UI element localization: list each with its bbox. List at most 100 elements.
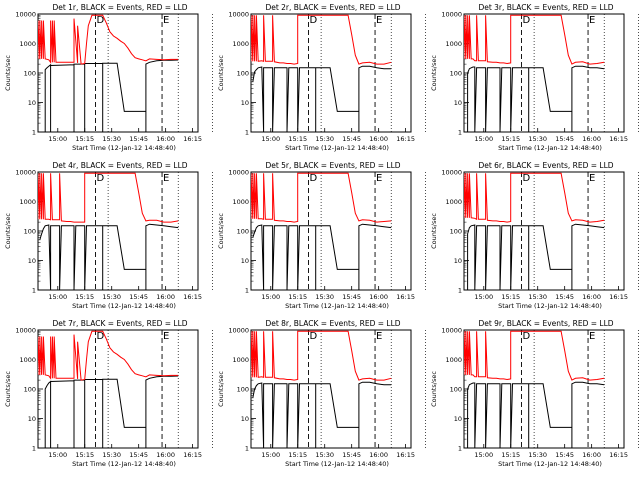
y-tick-label: 10	[454, 415, 462, 423]
x-tick-label: 16:15	[183, 293, 202, 301]
marker-label: D	[523, 331, 531, 342]
detector-panel: Det 9r, BLACK = Events, RED = LLD 1 10 100 1…	[430, 319, 639, 468]
y-tick-label: 10000	[441, 327, 462, 335]
x-tick-label: 16:00	[369, 451, 388, 459]
marker-label: E	[589, 173, 595, 184]
marker-label: D	[523, 15, 531, 26]
detector-panel: Det 5r, BLACK = Events, RED = LLD 1 10 100 1…	[217, 161, 426, 310]
lld-series-line	[251, 14, 392, 65]
x-tick-label: 15:15	[288, 451, 307, 459]
y-tick-label: 1	[32, 129, 36, 137]
marker-label: D	[310, 173, 318, 184]
x-axis-label: Start Time (12-Jan-12 14:48:40)	[72, 144, 176, 152]
x-tick-label: 16:00	[156, 293, 175, 301]
x-axis-label: Start Time (12-Jan-12 14:48:40)	[285, 460, 389, 468]
x-tick-label: 15:30	[528, 135, 547, 143]
panel-title: Det 5r, BLACK = Events, RED = LLD	[265, 161, 400, 170]
y-axis-label: Counts/sec	[4, 371, 12, 407]
y-tick-label: 1	[458, 129, 462, 137]
x-tick-label: 15:00	[474, 293, 493, 301]
y-tick-label: 10000	[228, 169, 249, 177]
panel-title: Det 4r, BLACK = Events, RED = LLD	[52, 161, 187, 170]
x-tick-label: 15:00	[261, 135, 280, 143]
marker-label: E	[376, 331, 382, 342]
marker-label: E	[376, 173, 382, 184]
x-tick-label: 15:15	[75, 451, 94, 459]
marker-label: E	[589, 15, 595, 26]
marker-label: E	[163, 331, 169, 342]
y-axis-label: Counts/sec	[430, 213, 438, 249]
events-series-line	[39, 223, 179, 290]
y-tick-label: 1000	[232, 356, 249, 364]
events-series-line	[252, 223, 392, 290]
x-tick-label: 15:00	[474, 135, 493, 143]
y-tick-label: 100	[237, 386, 249, 394]
events-series-line	[252, 381, 392, 448]
x-tick-label: 16:00	[369, 293, 388, 301]
x-axis-label: Start Time (12-Jan-12 14:48:40)	[498, 302, 602, 310]
y-tick-label: 1000	[19, 356, 36, 364]
y-axis-label: Counts/sec	[217, 55, 225, 91]
y-axis-label: Counts/sec	[430, 55, 438, 91]
y-tick-label: 100	[450, 386, 462, 394]
y-tick-label: 10	[28, 257, 36, 265]
panel-title: Det 1r, BLACK = Events, RED = LLD	[52, 3, 187, 12]
x-axis-label: Start Time (12-Jan-12 14:48:40)	[72, 302, 176, 310]
panel-title: Det 2r, BLACK = Events, RED = LLD	[265, 3, 400, 12]
x-tick-label: 16:15	[609, 451, 628, 459]
y-tick-label: 100	[237, 228, 249, 236]
x-tick-label: 16:00	[156, 135, 175, 143]
y-tick-label: 10	[454, 99, 462, 107]
lld-series-line	[464, 330, 605, 381]
x-tick-label: 15:15	[501, 135, 520, 143]
events-series-line	[467, 65, 605, 132]
x-tick-label: 15:15	[501, 451, 520, 459]
y-tick-label: 10000	[15, 327, 36, 335]
x-tick-label: 15:30	[315, 135, 334, 143]
y-tick-label: 1	[32, 287, 36, 295]
y-tick-label: 1000	[19, 198, 36, 206]
y-tick-label: 10000	[441, 169, 462, 177]
y-tick-label: 1000	[19, 40, 36, 48]
events-series-line	[44, 59, 179, 132]
y-tick-label: 1	[458, 445, 462, 453]
plot-frame	[37, 329, 199, 449]
x-tick-label: 16:15	[183, 451, 202, 459]
y-tick-label: 1	[458, 287, 462, 295]
x-axis-label: Start Time (12-Jan-12 14:48:40)	[498, 460, 602, 468]
x-tick-label: 15:45	[342, 135, 361, 143]
y-tick-label: 10	[454, 257, 462, 265]
y-tick-label: 100	[24, 70, 36, 78]
y-axis-label: Counts/sec	[217, 213, 225, 249]
marker-label: E	[163, 15, 169, 26]
y-tick-label: 10000	[228, 11, 249, 19]
x-tick-label: 15:30	[315, 451, 334, 459]
x-tick-label: 16:15	[396, 135, 415, 143]
x-axis-label: Start Time (12-Jan-12 14:48:40)	[285, 302, 389, 310]
x-tick-label: 16:15	[396, 293, 415, 301]
marker-label: D	[97, 331, 105, 342]
y-tick-label: 100	[450, 228, 462, 236]
x-tick-label: 15:00	[261, 293, 280, 301]
detector-panel: Det 2r, BLACK = Events, RED = LLD 1 10 100 1…	[217, 3, 426, 152]
x-tick-label: 15:00	[261, 451, 280, 459]
panel-title: Det 6r, BLACK = Events, RED = LLD	[478, 161, 613, 170]
events-series-line	[467, 223, 605, 290]
y-tick-label: 10	[28, 99, 36, 107]
detector-panel: Det 1r, BLACK = Events, RED = LLD 1 10 100 1…	[4, 3, 213, 152]
panel-title: Det 3r, BLACK = Events, RED = LLD	[478, 3, 613, 12]
marker-label: D	[523, 173, 531, 184]
panel-title: Det 8r, BLACK = Events, RED = LLD	[265, 319, 400, 328]
lld-series-line	[38, 14, 179, 65]
y-tick-label: 1000	[445, 40, 462, 48]
marker-label: D	[310, 331, 318, 342]
events-series-line	[252, 65, 392, 132]
x-tick-label: 16:00	[369, 135, 388, 143]
y-tick-label: 100	[24, 386, 36, 394]
y-axis-label: Counts/sec	[217, 371, 225, 407]
marker-label: D	[310, 15, 318, 26]
x-tick-label: 15:30	[102, 135, 121, 143]
x-tick-label: 16:15	[396, 451, 415, 459]
x-tick-label: 15:45	[342, 293, 361, 301]
